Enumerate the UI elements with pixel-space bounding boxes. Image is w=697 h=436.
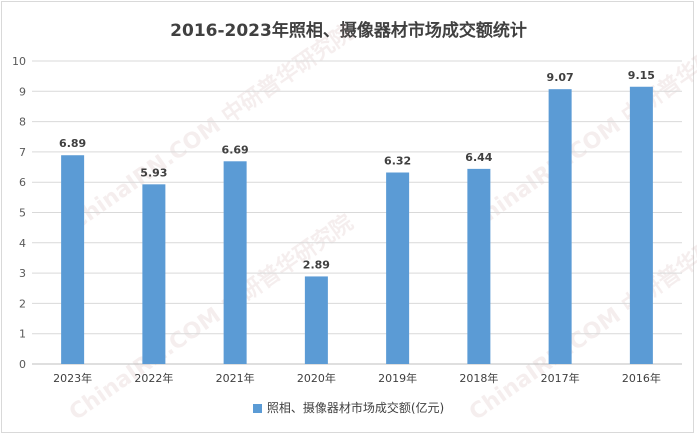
data-label: 5.93	[140, 166, 167, 179]
bar	[386, 172, 410, 364]
x-tick-label: 2020年	[297, 371, 336, 385]
data-label: 6.44	[465, 151, 492, 164]
y-tick-label: 8	[19, 116, 26, 129]
x-tick-label: 2017年	[541, 371, 580, 385]
x-tick-label: 2019年	[378, 371, 417, 385]
data-label: 6.69	[222, 143, 249, 156]
gridlines	[32, 60, 682, 365]
y-tick-label: 10	[12, 55, 26, 68]
legend-swatch	[252, 404, 262, 413]
data-label: 2.89	[303, 258, 330, 271]
data-labels: 6.89 5.93 6.69 2.89 6.32 6.44 9.07 9.15	[59, 69, 655, 272]
y-tick-label: 7	[19, 146, 26, 159]
y-tick-label: 0	[19, 358, 26, 371]
bar	[223, 161, 247, 364]
y-axis-tick-labels: 0 1 2 3 4 5 6 7 8 9 10	[12, 55, 26, 371]
data-label: 6.89	[59, 137, 86, 150]
x-tick-label: 2016年	[622, 371, 661, 385]
y-tick-label: 4	[19, 237, 26, 250]
bar	[61, 155, 85, 364]
x-tick-label: 2022年	[134, 371, 173, 385]
y-tick-label: 6	[19, 176, 26, 189]
legend-label: 照相、摄像器材市场成交额(亿元)	[266, 401, 445, 415]
x-tick-label: 2023年	[53, 371, 92, 385]
data-label: 9.15	[628, 69, 655, 82]
y-tick-label: 1	[19, 328, 26, 341]
y-tick-label: 9	[19, 85, 26, 98]
bar	[548, 89, 572, 364]
y-tick-label: 3	[19, 267, 26, 280]
x-axis-tick-labels: 2023年 2022年 2021年 2020年 2019年 2018年 2017年 2016年	[53, 371, 661, 385]
y-tick-label: 5	[19, 207, 26, 220]
data-label: 9.07	[547, 71, 574, 84]
x-tick-label: 2018年	[459, 371, 498, 385]
bars	[61, 86, 653, 364]
bar	[304, 276, 328, 364]
chart-title: 2016-2023年照相、摄像器材市场成交额统计	[170, 21, 527, 41]
bar	[467, 168, 491, 364]
bar	[629, 86, 653, 364]
legend: 照相、摄像器材市场成交额(亿元)	[0, 399, 697, 416]
x-tick-label: 2021年	[216, 371, 255, 385]
bar	[142, 184, 166, 364]
y-tick-label: 2	[19, 297, 26, 310]
data-label: 6.32	[384, 155, 411, 168]
